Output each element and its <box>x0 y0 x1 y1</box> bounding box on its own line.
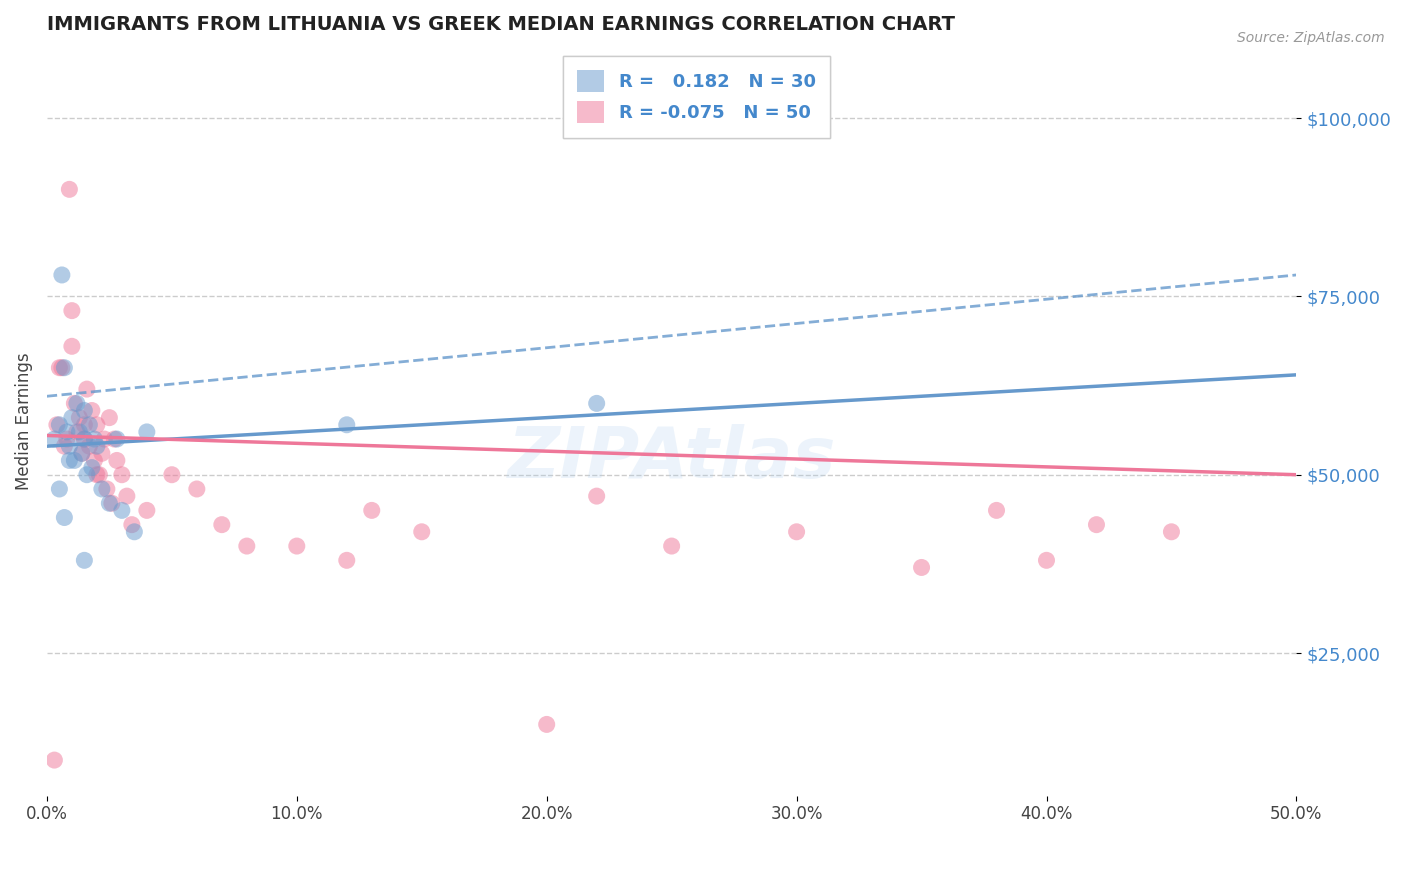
Point <box>93 432 115 446</box>
Point <box>111 467 134 482</box>
Point <box>60 303 83 318</box>
Point <box>60 339 83 353</box>
Point <box>96 482 118 496</box>
Point <box>73 417 96 432</box>
Point <box>80 460 103 475</box>
Point <box>1085 517 1108 532</box>
Point <box>135 425 157 439</box>
Point <box>411 524 433 539</box>
Text: Source: ZipAtlas.com: Source: ZipAtlas.com <box>1237 31 1385 45</box>
Point <box>80 403 103 417</box>
Point <box>1035 553 1057 567</box>
Point <box>661 539 683 553</box>
Point <box>70 446 93 460</box>
Point <box>585 489 607 503</box>
Point <box>536 717 558 731</box>
Point <box>66 396 89 410</box>
Point <box>211 517 233 532</box>
Point <box>48 482 70 496</box>
Point <box>73 403 96 417</box>
Point <box>48 417 70 432</box>
Point <box>86 439 108 453</box>
Point <box>73 432 96 446</box>
Point <box>111 503 134 517</box>
Point <box>786 524 808 539</box>
Point <box>56 432 79 446</box>
Point <box>360 503 382 517</box>
Point <box>585 396 607 410</box>
Point <box>53 510 76 524</box>
Point <box>105 453 128 467</box>
Point <box>285 539 308 553</box>
Point <box>53 360 76 375</box>
Point <box>79 417 101 432</box>
Text: ZIPAtlas: ZIPAtlas <box>508 425 837 493</box>
Point <box>73 432 96 446</box>
Point <box>105 432 128 446</box>
Point <box>336 417 359 432</box>
Point <box>70 446 93 460</box>
Point <box>56 425 79 439</box>
Point <box>44 753 66 767</box>
Text: IMMIGRANTS FROM LITHUANIA VS GREEK MEDIAN EARNINGS CORRELATION CHART: IMMIGRANTS FROM LITHUANIA VS GREEK MEDIA… <box>46 15 955 34</box>
Point <box>67 425 90 439</box>
Point <box>45 417 67 432</box>
Point <box>44 432 66 446</box>
Point <box>48 360 70 375</box>
Point <box>103 432 125 446</box>
Point <box>86 467 108 482</box>
Point <box>51 268 73 282</box>
Point <box>121 517 143 532</box>
Point <box>58 453 80 467</box>
Point <box>910 560 932 574</box>
Point <box>124 524 146 539</box>
Point <box>1160 524 1182 539</box>
Y-axis label: Median Earnings: Median Earnings <box>15 352 32 490</box>
Point <box>63 453 86 467</box>
Point <box>67 410 90 425</box>
Point <box>89 467 111 482</box>
Point <box>86 417 108 432</box>
Legend: R =   0.182   N = 30, R = -0.075   N = 50: R = 0.182 N = 30, R = -0.075 N = 50 <box>562 55 831 137</box>
Point <box>336 553 359 567</box>
Point <box>160 467 183 482</box>
Point <box>66 425 89 439</box>
Point <box>98 410 121 425</box>
Point <box>60 410 83 425</box>
Point <box>90 446 112 460</box>
Point <box>115 489 138 503</box>
Point <box>83 453 105 467</box>
Point <box>79 439 101 453</box>
Point <box>53 439 76 453</box>
Point <box>101 496 124 510</box>
Point <box>135 503 157 517</box>
Point <box>51 360 73 375</box>
Point <box>83 432 105 446</box>
Point <box>90 482 112 496</box>
Point <box>73 553 96 567</box>
Point <box>236 539 259 553</box>
Point <box>76 467 98 482</box>
Point <box>58 182 80 196</box>
Point <box>63 396 86 410</box>
Point <box>76 382 98 396</box>
Point <box>98 496 121 510</box>
Point <box>186 482 208 496</box>
Point <box>986 503 1008 517</box>
Point <box>58 439 80 453</box>
